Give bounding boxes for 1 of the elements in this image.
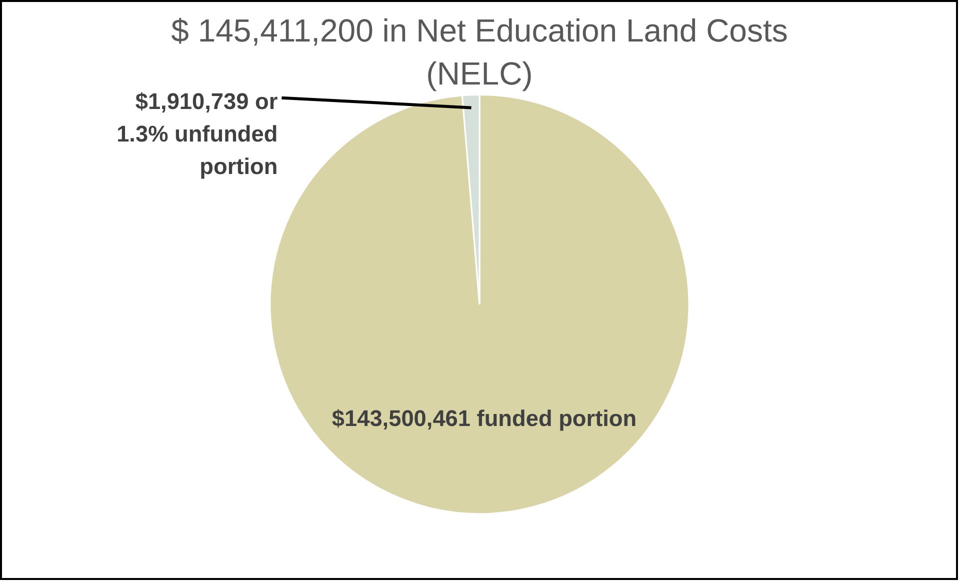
data-label: $143,500,461 funded portion <box>332 405 637 432</box>
